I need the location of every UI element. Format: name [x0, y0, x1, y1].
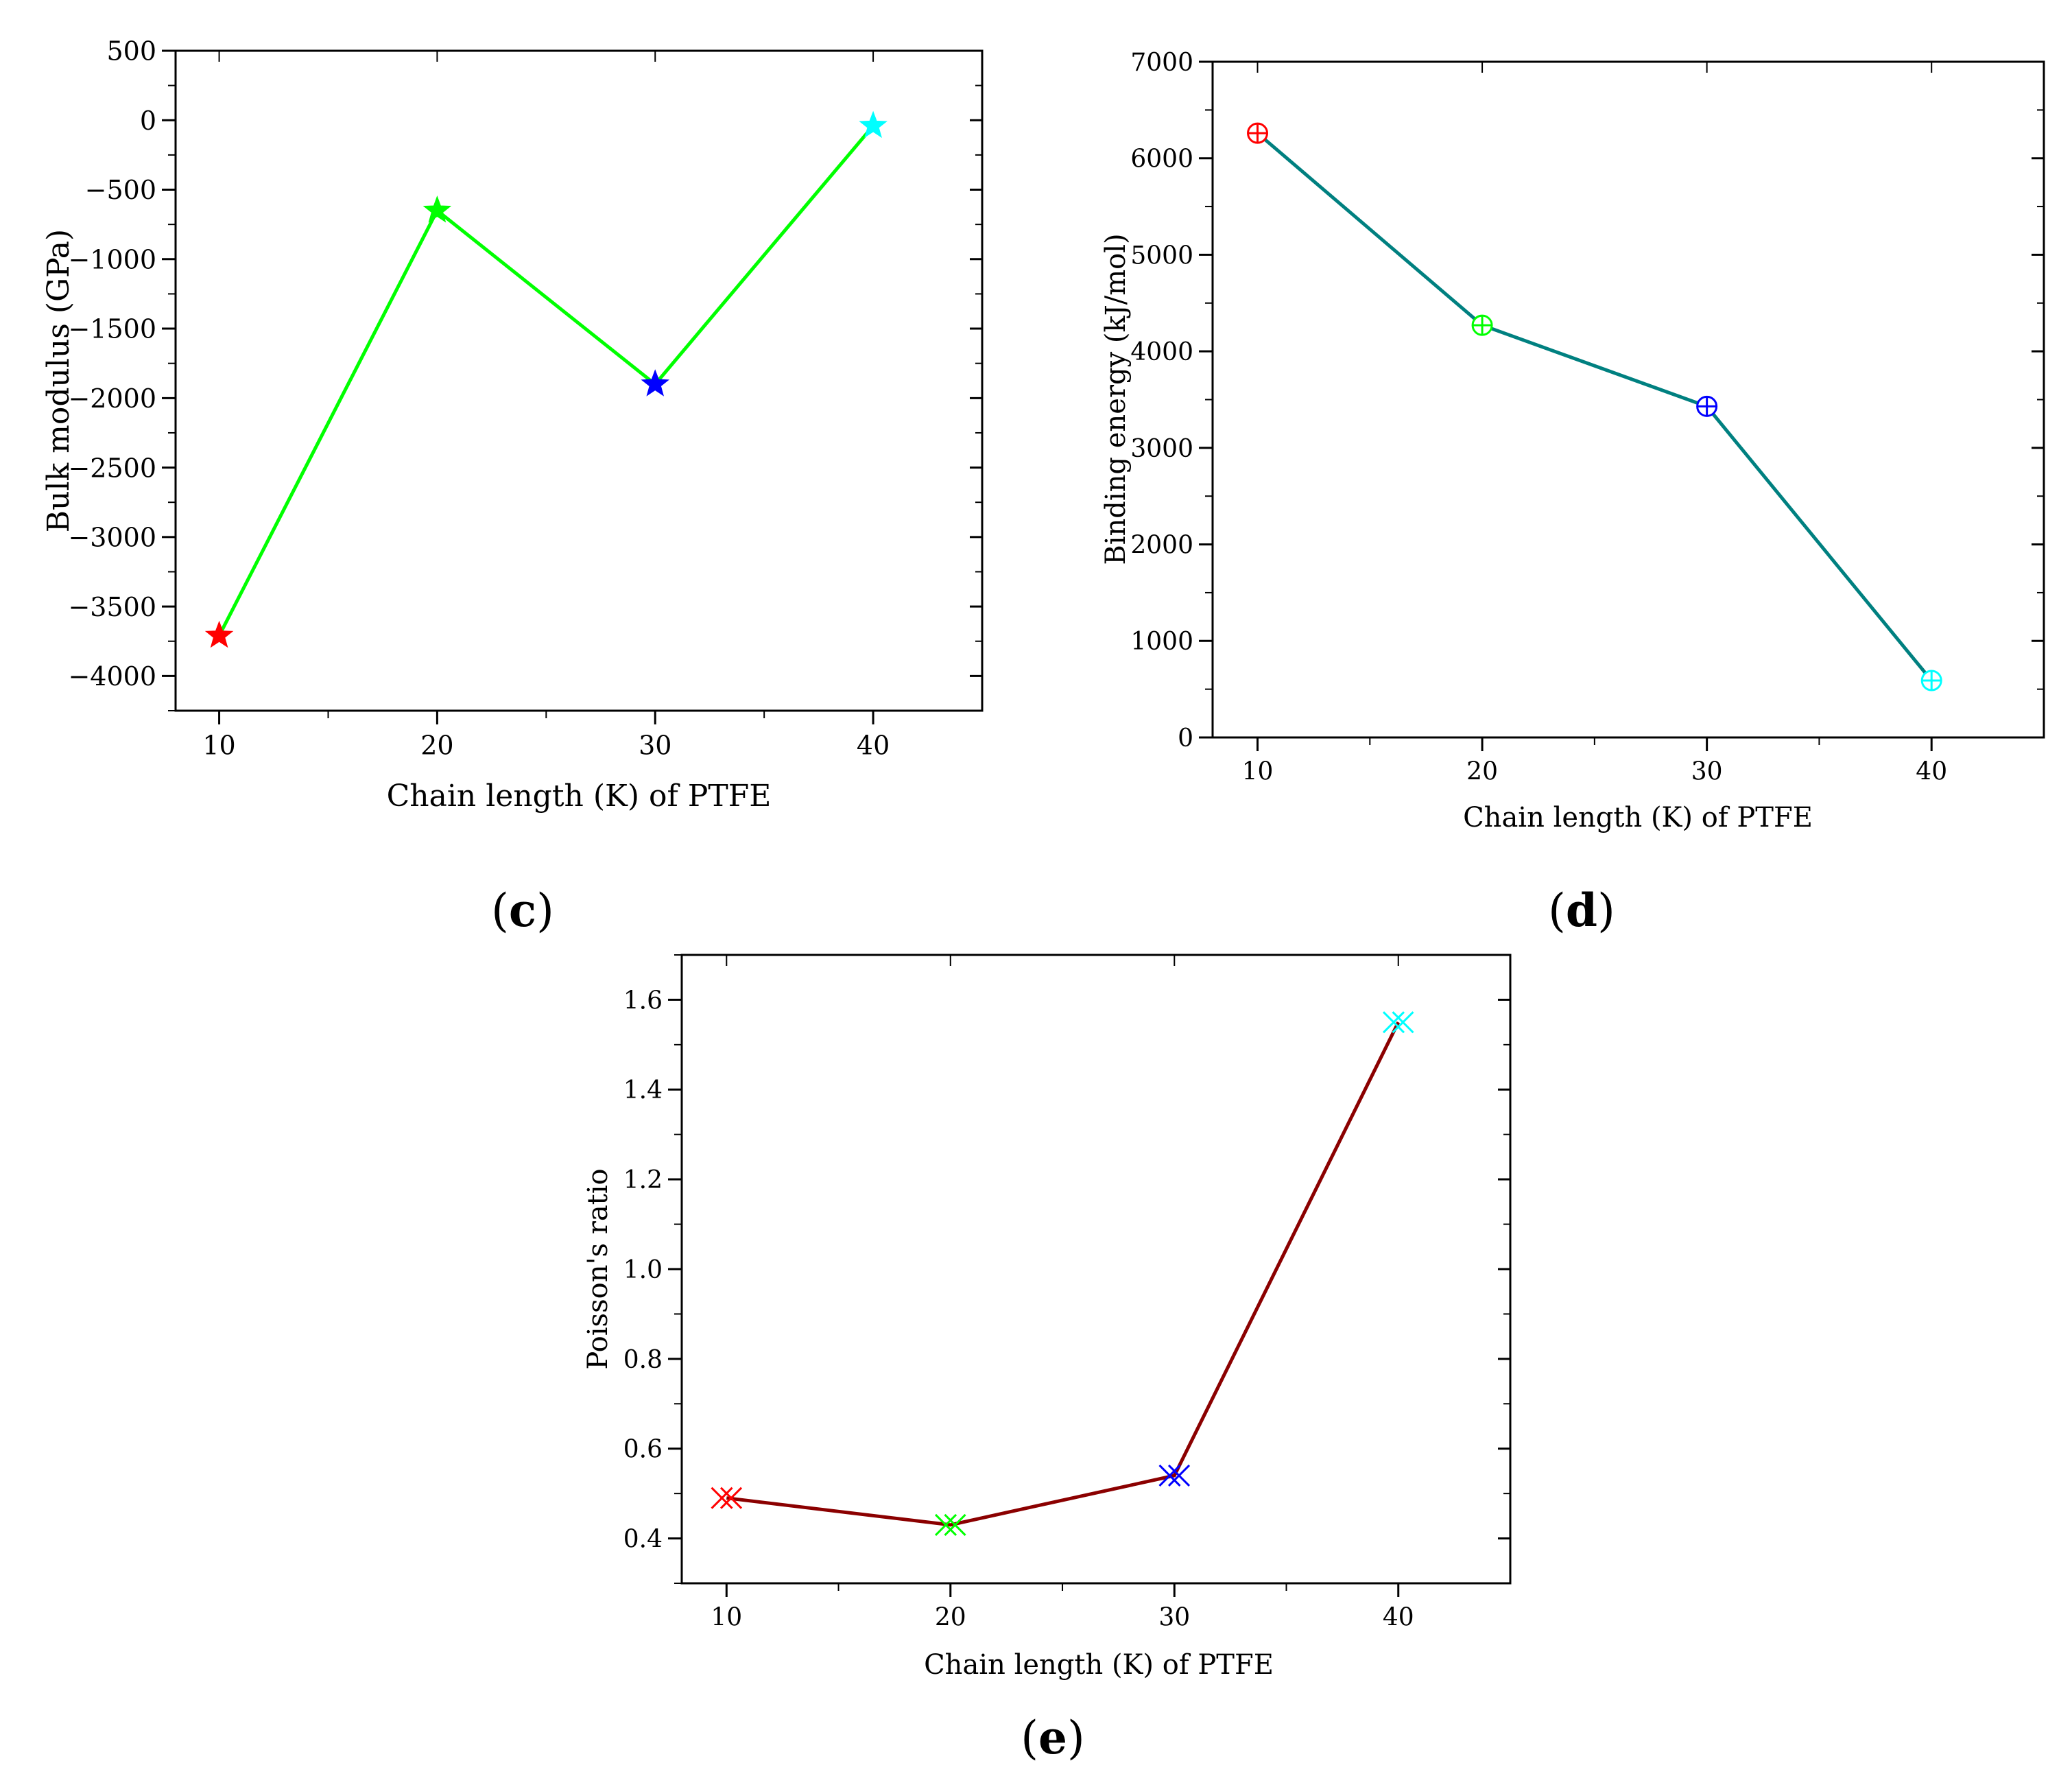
- y-tick-label: 4000: [1130, 338, 1193, 366]
- y-axis-title: Poisson's ratio: [582, 1168, 614, 1369]
- y-tick-label: 5000: [1130, 241, 1193, 270]
- x-tick-label: 20: [420, 731, 453, 761]
- tick-group: 10 20 30 40 500 0 −500 −1000 −1500 −2000 −2500 −300…: [68, 36, 982, 761]
- y-tick-label: −2500: [68, 453, 156, 483]
- data-point-circle-plus: [1247, 122, 1269, 144]
- series-group: [1247, 122, 1942, 691]
- chart-panel-d: 10 20 30 40 0 1000 2000 3000 4000 5000 6000 7000 Ch…: [1100, 49, 2045, 937]
- y-tick-label: −500: [85, 175, 156, 205]
- y-tick-label: −3000: [68, 523, 156, 553]
- panel-label: (c): [491, 884, 554, 937]
- y-tick-label: 7000: [1130, 49, 1193, 77]
- series-line: [726, 1021, 1401, 1527]
- chart-panel-e: 10 20 30 40 0.4 0.6 0.8 1.0 1.2 1.4 1.6 Chain leng…: [582, 954, 1512, 1764]
- tick-group: 10 20 30 40 0.4 0.6 0.8 1.0 1.2 1.4 1.6: [623, 954, 1510, 1631]
- y-tick-label: 0.6: [623, 1436, 663, 1464]
- y-tick-label: 1.2: [623, 1166, 663, 1194]
- y-tick-label: 2000: [1130, 532, 1193, 560]
- y-tick-label: 6000: [1130, 145, 1193, 174]
- x-axis-title: Chain length (K) of PTFE: [1463, 802, 1813, 833]
- data-point-star: [204, 620, 234, 648]
- y-tick-label: −3500: [68, 592, 156, 622]
- y-tick-label: 1.4: [623, 1076, 663, 1104]
- x-tick-label: 20: [935, 1603, 966, 1631]
- y-tick-label: −1000: [68, 244, 156, 274]
- y-tick-label: 0: [1178, 724, 1193, 753]
- tick-group: 10 20 30 40 0 1000 2000 3000 4000 5000 6000 7000: [1130, 49, 2044, 785]
- series-group: [711, 1011, 1414, 1537]
- data-point-star: [422, 196, 452, 223]
- data-point-double-x: [1382, 1011, 1414, 1034]
- y-tick-label: 0.8: [623, 1346, 663, 1374]
- data-point-circle-plus: [1920, 670, 1942, 691]
- y-axis-title: Binding energy (kJ/mol): [1100, 233, 1132, 565]
- x-tick-label: 30: [1158, 1603, 1190, 1631]
- data-point-double-x: [1158, 1464, 1191, 1487]
- x-tick-label: 30: [1691, 757, 1723, 785]
- x-tick-label: 10: [1242, 757, 1274, 785]
- x-tick-label: 20: [1466, 757, 1498, 785]
- y-tick-label: −4000: [68, 661, 156, 691]
- x-tick-label: 40: [1383, 1603, 1414, 1631]
- y-tick-label: −2000: [68, 383, 156, 414]
- y-axis-title: Bulk modulus (GPa): [41, 229, 76, 532]
- y-tick-label: 1.6: [623, 986, 663, 1015]
- x-tick-label: 30: [639, 731, 671, 761]
- data-point-double-x: [934, 1513, 966, 1537]
- y-tick-label: 1.0: [623, 1256, 663, 1284]
- plot-frame: [1211, 60, 2045, 739]
- y-tick-label: 0: [140, 106, 156, 136]
- data-point-circle-plus: [1696, 395, 1718, 417]
- x-tick-label: 40: [1916, 757, 1947, 785]
- panel-label: (d): [1548, 884, 1615, 937]
- x-axis-title: Chain length (K) of PTFE: [924, 1649, 1274, 1681]
- y-tick-label: 500: [106, 36, 156, 67]
- y-tick-label: 1000: [1130, 628, 1193, 656]
- x-tick-label: 40: [857, 731, 890, 761]
- panel-label: (e): [1021, 1711, 1085, 1764]
- data-point-circle-plus: [1471, 314, 1493, 336]
- y-tick-label: 0.4: [623, 1526, 663, 1554]
- x-axis-title: Chain length (K) of PTFE: [387, 779, 772, 814]
- data-point-star: [641, 369, 669, 397]
- data-point-double-x: [711, 1487, 743, 1509]
- series-line: [1256, 132, 1933, 682]
- series-group: [204, 110, 888, 648]
- series-line: [217, 124, 875, 637]
- y-tick-label: 3000: [1130, 435, 1193, 463]
- chart-panel-c: 10 20 30 40 500 0 −500 −1000 −1500 −2000 −2500 −300…: [41, 36, 984, 937]
- data-point-star: [859, 110, 888, 139]
- plot-frame: [174, 49, 984, 712]
- y-tick-label: −1500: [68, 314, 156, 344]
- x-tick-label: 10: [202, 731, 235, 761]
- x-tick-label: 10: [711, 1603, 742, 1631]
